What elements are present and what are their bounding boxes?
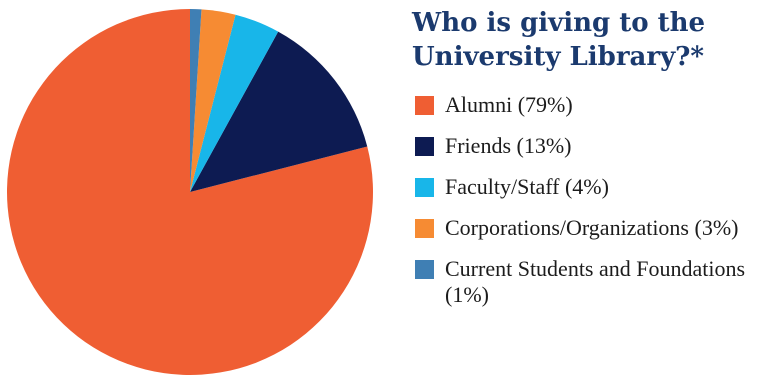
legend-item-current-students: Current Students and Foundations (1%)	[415, 256, 760, 308]
legend-item-corporations: Corporations/Organizations (3%)	[415, 215, 760, 241]
legend-item-friends: Friends (13%)	[415, 133, 760, 159]
pie-slice-current-students	[190, 8, 202, 192]
legend-swatch-corporations	[415, 219, 434, 238]
pie-slice-corporations	[190, 9, 236, 192]
pie-slice-faculty-staff	[190, 14, 279, 192]
chart-legend: Alumni (79%) Friends (13%) Faculty/Staff…	[415, 92, 760, 323]
legend-label-friends: Friends (13%)	[445, 133, 572, 158]
legend-swatch-current-students	[415, 260, 434, 279]
legend-label-faculty-staff: Faculty/Staff (4%)	[445, 174, 609, 199]
legend-swatch-alumni	[415, 96, 434, 115]
legend-label-alumni: Alumni (79%)	[445, 92, 573, 117]
legend-item-faculty-staff: Faculty/Staff (4%)	[415, 174, 760, 200]
chart-title: Who is giving to the University Library?…	[412, 8, 706, 72]
legend-item-alumni: Alumni (79%)	[415, 92, 760, 118]
legend-label-corporations: Corporations/Organizations (3%)	[445, 215, 739, 240]
legend-swatch-faculty-staff	[415, 178, 434, 197]
legend-swatch-friends	[415, 137, 434, 156]
pie-slice-friends	[190, 31, 368, 192]
legend-label-current-students: Current Students and Foundations (1%)	[445, 256, 746, 307]
pie-slice-alumni	[6, 9, 373, 376]
pie-chart	[6, 8, 373, 376]
